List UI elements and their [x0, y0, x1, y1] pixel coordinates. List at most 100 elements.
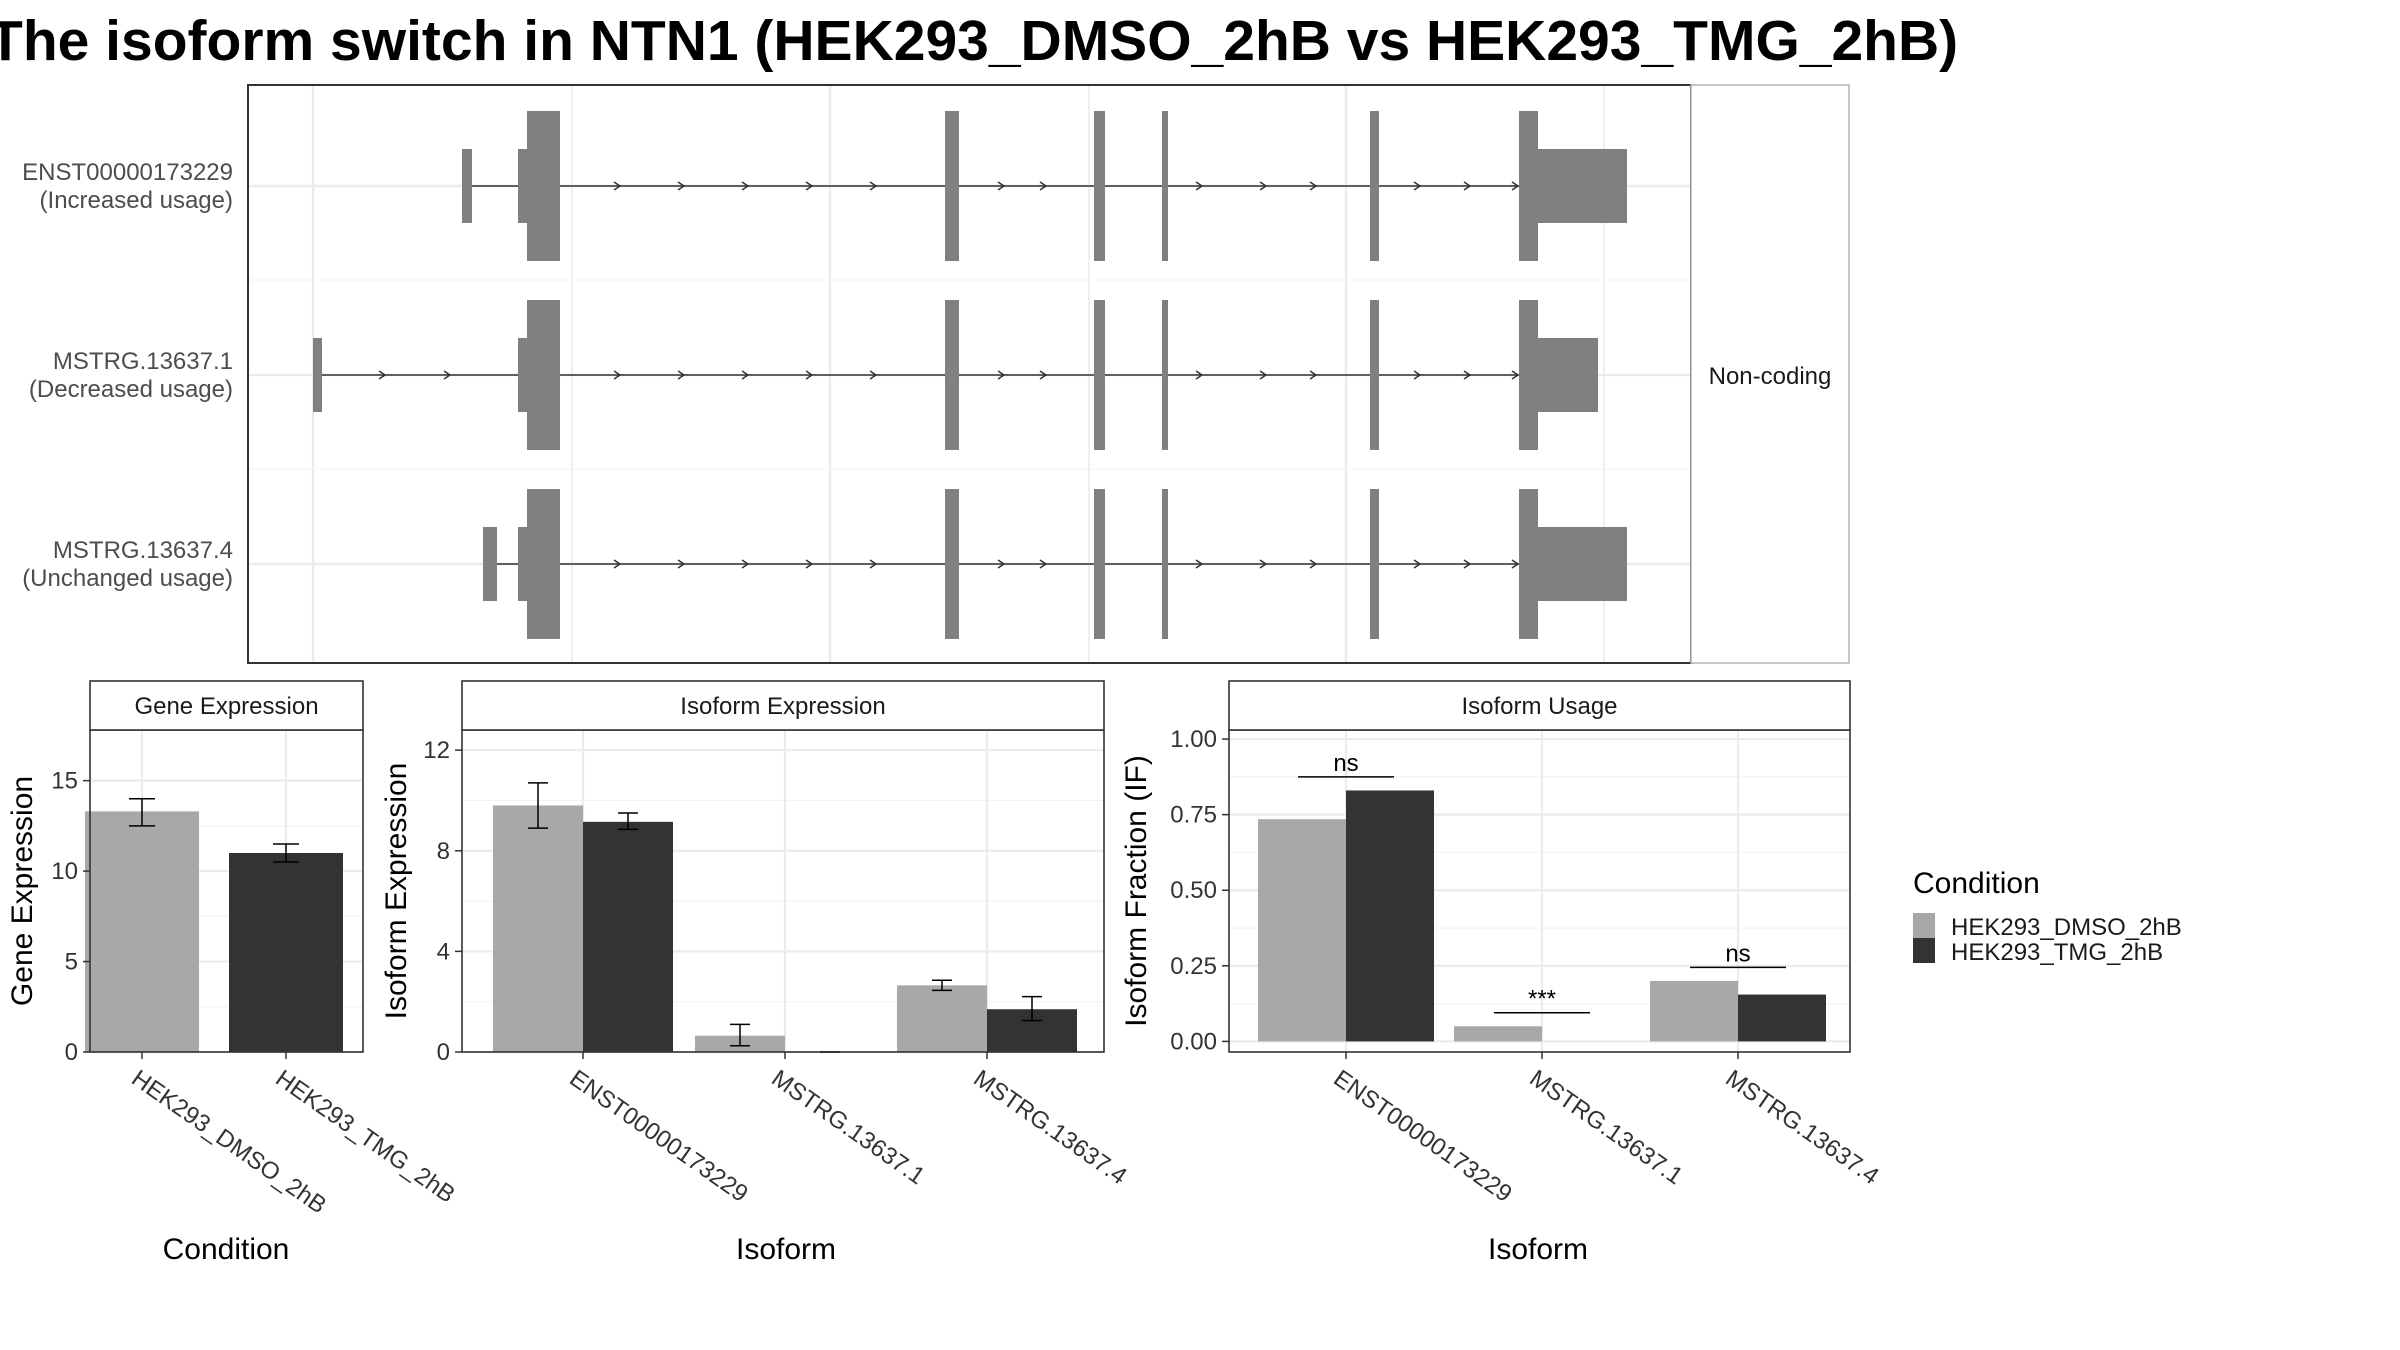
- y-tick-label: 12: [423, 737, 450, 764]
- bar: [1738, 994, 1826, 1042]
- intron-direction-arrow: [1259, 181, 1268, 191]
- intron-direction-arrow: [741, 559, 750, 569]
- intron-direction-arrow: [1309, 370, 1318, 380]
- x-tick-label: MSTRG.13637.1: [1525, 1065, 1688, 1190]
- exon-block: [518, 149, 528, 223]
- bar: [229, 853, 343, 1052]
- intron-direction-arrow: [869, 370, 878, 380]
- y-axis-title: Gene Expression: [6, 776, 39, 1006]
- intron-direction-arrow: [1039, 181, 1048, 191]
- intron-direction-arrow: [677, 181, 686, 191]
- panel-strip: [89, 680, 364, 731]
- exon-block: [1538, 338, 1598, 412]
- y-tick-label: 0: [437, 1039, 450, 1066]
- bar: [1346, 790, 1434, 1042]
- intron-direction-arrow: [869, 181, 878, 191]
- exon-block: [1162, 111, 1168, 261]
- intron-direction-arrow: [1511, 181, 1520, 191]
- intron-direction-arrow: [1413, 181, 1422, 191]
- legend-label-tmg: HEK293_TMG_2hB: [1951, 939, 2163, 966]
- intron-direction-arrow: [1309, 559, 1318, 569]
- intron-direction-arrow: [677, 559, 686, 569]
- transcript-row: MSTRG.13637.1(Decreased usage): [29, 300, 1598, 450]
- y-tick-label: 0: [65, 1039, 78, 1066]
- exon-block: [518, 527, 528, 601]
- significance-label: ns: [1725, 940, 1750, 967]
- intron-direction-arrow: [741, 370, 750, 380]
- intron-direction-arrow: [1413, 559, 1422, 569]
- side-strip-label: Non-coding: [1709, 363, 1832, 390]
- bar: [897, 985, 987, 1052]
- isoform-usage-label: (Unchanged usage): [22, 565, 233, 592]
- significance-annotation: ***: [1494, 986, 1590, 1014]
- error-bar: [1022, 995, 1042, 1022]
- intron-direction-arrow: [378, 370, 387, 380]
- isoform-id-label: MSTRG.13637.4: [53, 537, 233, 564]
- intron-direction-arrow: [805, 559, 814, 569]
- exon-block: [1519, 300, 1538, 450]
- transcript-row: ENST00000173229(Increased usage): [22, 111, 1627, 261]
- intron-direction-arrow: [1039, 559, 1048, 569]
- legend-swatch-dmso: [1913, 913, 1935, 938]
- exon-block: [1162, 300, 1168, 450]
- legend: Condition HEK293_DMSO_2hB HEK293_TMG_2hB: [1913, 867, 2182, 966]
- exon-block: [1370, 111, 1379, 261]
- significance-annotation: ns: [1298, 750, 1394, 778]
- bar: [1650, 980, 1738, 1042]
- intron-direction-arrow: [677, 370, 686, 380]
- error-bar: [932, 979, 952, 992]
- transcript-side-strip: [1690, 84, 1850, 664]
- error-bar: [273, 843, 299, 863]
- exon-block: [945, 300, 959, 450]
- exon-block: [1370, 489, 1379, 639]
- isoform-id-label: ENST00000173229: [22, 159, 233, 186]
- error-bar: [129, 797, 155, 827]
- y-tick-label: 5: [65, 949, 78, 976]
- y-tick-label: 1.00: [1170, 726, 1217, 753]
- exon-block: [945, 489, 959, 639]
- exon-block: [1370, 300, 1379, 450]
- y-tick-label: 8: [437, 838, 450, 865]
- exon-block: [1162, 489, 1168, 639]
- isoform-usage-panel: ns *** ns Isoform Usage 0.00 0.25 0.50 0.75 1.00…: [1120, 680, 1884, 1266]
- exon-block: [1538, 149, 1627, 223]
- exon-block: [1094, 300, 1105, 450]
- intron-direction-arrow: [1463, 559, 1472, 569]
- intron-direction-arrow: [613, 370, 622, 380]
- panel-strip-title: Isoform Expression: [680, 693, 885, 720]
- bar: [1454, 1026, 1542, 1042]
- panel-strip: [1228, 680, 1851, 731]
- intron-direction-arrow: [805, 370, 814, 380]
- exon-block: [518, 338, 528, 412]
- intron-direction-arrow: [613, 559, 622, 569]
- y-tick-label: 15: [51, 768, 78, 795]
- figure-title: The isoform switch in NTN1 (HEK293_DMSO_…: [0, 9, 1959, 73]
- exon-block: [483, 527, 497, 601]
- x-tick-label: MSTRG.13637.1: [767, 1065, 930, 1190]
- intron-direction-arrow: [1511, 370, 1520, 380]
- y-tick-label: 0.00: [1170, 1028, 1217, 1055]
- y-tick-label: 0.75: [1170, 802, 1217, 829]
- intron-direction-arrow: [1463, 370, 1472, 380]
- significance-annotation: ns: [1690, 940, 1786, 969]
- intron-direction-arrow: [1195, 181, 1204, 191]
- transcript-row: MSTRG.13637.4(Unchanged usage): [22, 489, 1627, 639]
- panel-strip-title: Isoform Usage: [1461, 693, 1617, 720]
- y-tick-label: 10: [51, 858, 78, 885]
- legend-swatch-tmg: [1913, 938, 1935, 963]
- exon-block: [1519, 111, 1538, 261]
- error-bar: [730, 1023, 750, 1047]
- intron-direction-arrow: [1039, 370, 1048, 380]
- y-axis-title: Isoform Fraction (IF): [1120, 755, 1153, 1027]
- legend-label-dmso: HEK293_DMSO_2hB: [1951, 914, 2182, 941]
- isoform-usage-label: (Decreased usage): [29, 376, 233, 403]
- intron-direction-arrow: [1195, 559, 1204, 569]
- intron-direction-arrow: [1259, 559, 1268, 569]
- y-tick-label: 4: [437, 938, 450, 965]
- x-tick-label: MSTRG.13637.4: [969, 1065, 1132, 1190]
- exon-block: [1094, 111, 1105, 261]
- intron-direction-arrow: [741, 181, 750, 191]
- intron-direction-arrow: [1463, 181, 1472, 191]
- bar: [493, 805, 583, 1052]
